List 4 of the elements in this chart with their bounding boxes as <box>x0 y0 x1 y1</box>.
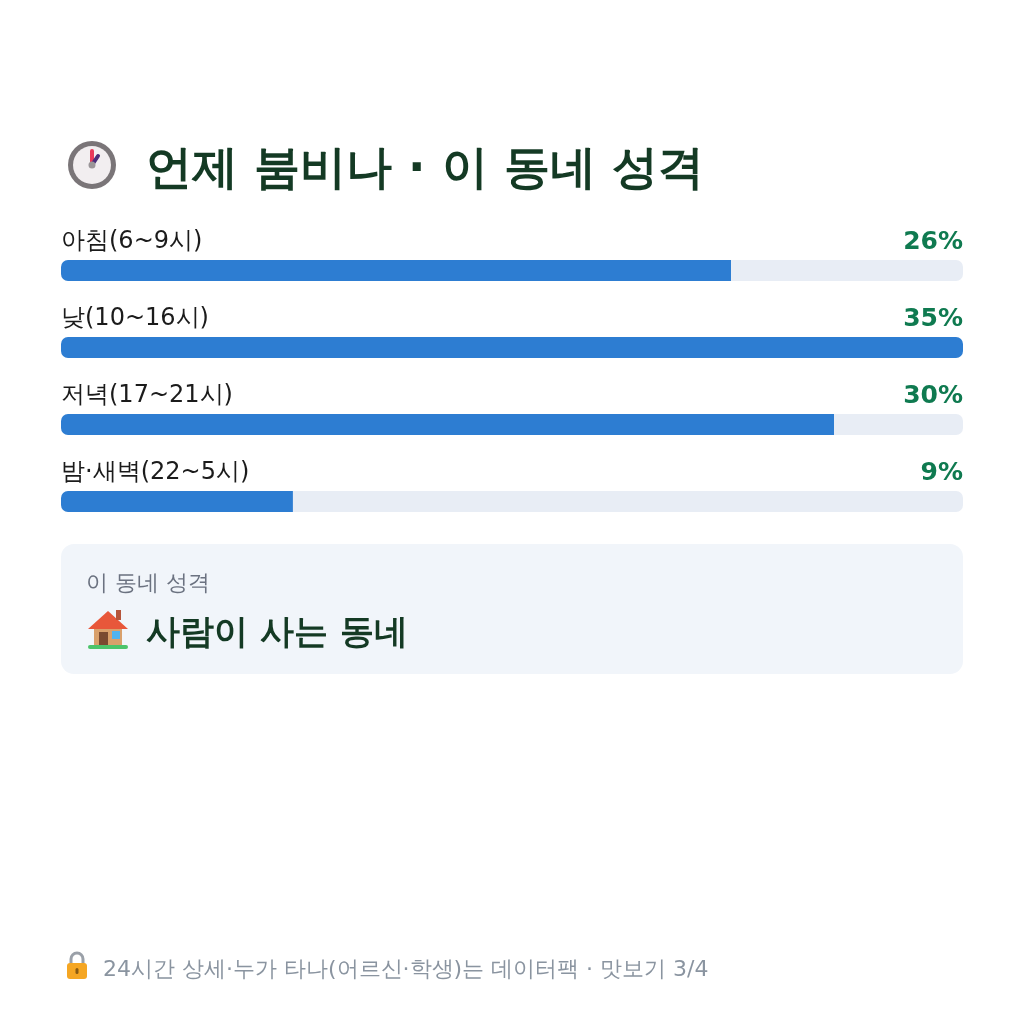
title: 언제 붐비나 · 이 동네 성격 <box>146 140 704 194</box>
annotation: 이 동네 성격 <box>86 570 210 595</box>
annotation: 24시간 상세·누가 타나(어르신·학생)는 데이터팩 · 맛보기 3/4 <box>103 956 709 981</box>
annotation: 사람이 사는 동네 <box>146 611 408 651</box>
